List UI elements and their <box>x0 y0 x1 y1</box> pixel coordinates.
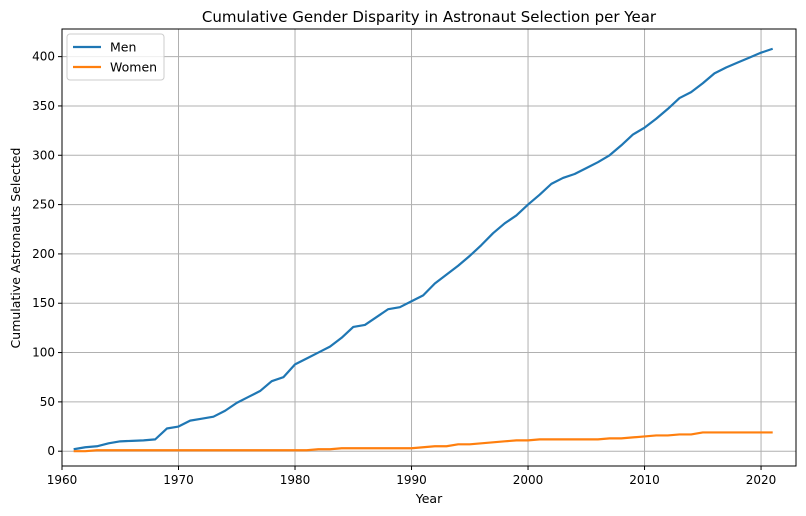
gridlines <box>61 29 796 466</box>
y-tick-label: 250 <box>32 198 55 212</box>
y-tick-label: 100 <box>32 346 55 360</box>
chart-title: Cumulative Gender Disparity in Astronaut… <box>202 8 657 26</box>
series-line-men <box>73 47 774 451</box>
x-tick-label: 1990 <box>396 473 427 487</box>
y-tick-label: 350 <box>32 99 55 113</box>
y-tick-label: 400 <box>32 50 55 64</box>
y-tick-label: 150 <box>32 296 55 310</box>
x-axis-label: Year <box>415 491 443 506</box>
y-axis-ticks: 0 50 100 150 200 250 300 350 400 <box>32 50 62 458</box>
x-axis-ticks: 1960 1970 1980 1990 2000 2010 2020 <box>47 466 777 487</box>
legend-label-men: Men <box>110 40 136 55</box>
legend-box <box>66 33 165 81</box>
series-lines <box>73 47 774 453</box>
x-tick-label: 1970 <box>163 473 194 487</box>
series-line-women <box>73 431 773 453</box>
x-tick-label: 1960 <box>47 473 78 487</box>
y-tick-label: 0 <box>47 444 55 458</box>
x-tick-label: 2020 <box>746 473 777 487</box>
x-tick-label: 2010 <box>629 473 660 487</box>
legend: Men Women <box>66 33 165 81</box>
plot-frame <box>61 28 797 467</box>
legend-label-women: Women <box>110 60 157 75</box>
y-axis-label: Cumulative Astronauts Selected <box>8 148 23 349</box>
y-tick-label: 300 <box>32 148 55 162</box>
y-tick-label: 50 <box>40 395 55 409</box>
y-tick-label: 200 <box>32 247 55 261</box>
x-tick-label: 1980 <box>280 473 311 487</box>
x-tick-label: 2000 <box>513 473 544 487</box>
